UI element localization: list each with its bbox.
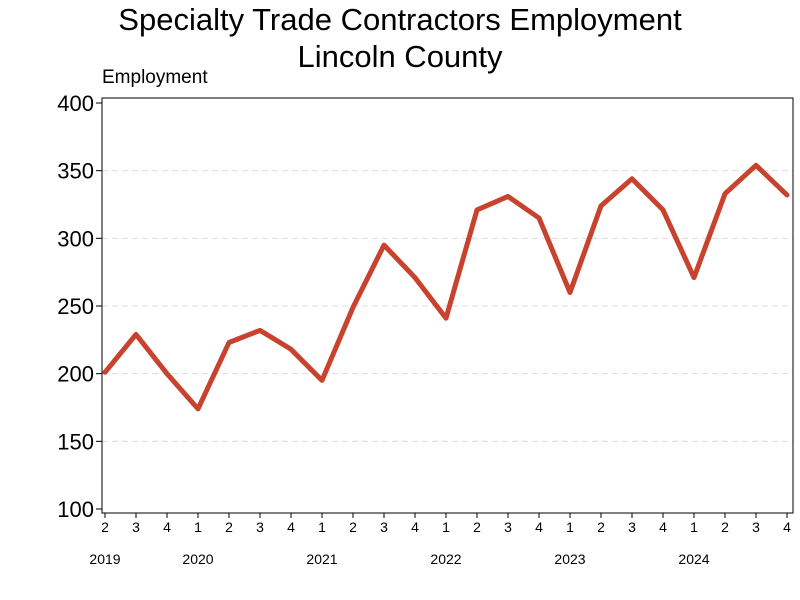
x-tick-label-quarter: 1 (442, 519, 450, 535)
y-tick-label: 150 (57, 429, 94, 454)
x-tick-label-quarter: 4 (411, 519, 419, 535)
data-point (258, 328, 262, 333)
y-tick-label: 250 (57, 294, 94, 319)
x-tick-label-quarter: 2 (721, 519, 729, 535)
chart-title: Specialty Trade Contractors Employment (118, 2, 682, 37)
x-axis: 2 3 4 1 2 3 4 1 2 3 4 1 2 3 4 1 2 3 4 1 2 3 4 2019 2020 2021 2022 2… (89, 513, 791, 567)
chart-subtitle: Lincoln County (297, 39, 503, 74)
x-tick-label-quarter: 1 (566, 519, 574, 535)
x-tick-label-quarter: 3 (628, 519, 636, 535)
data-point (537, 216, 541, 221)
x-tick-label-quarter: 3 (256, 519, 264, 535)
x-tick-label-year: 2021 (306, 551, 337, 567)
data-point (351, 305, 355, 310)
data-point (506, 194, 510, 199)
data-point (227, 340, 231, 345)
data-point (320, 378, 324, 383)
data-point (475, 207, 479, 212)
x-tick-label-quarter: 1 (318, 519, 326, 535)
x-tick-label-quarter: 2 (597, 519, 605, 535)
x-tick-label-year: 2019 (89, 551, 120, 567)
y-tick-label: 350 (57, 159, 94, 184)
y-tick-label: 400 (57, 91, 94, 116)
data-point (568, 290, 572, 295)
x-tick-label-quarter: 4 (163, 519, 171, 535)
data-point (661, 207, 665, 212)
x-tick-label-quarter: 4 (783, 519, 791, 535)
y-tick-label: 100 (57, 497, 94, 522)
data-point (599, 203, 603, 208)
x-tick-label-quarter: 1 (194, 519, 202, 535)
x-tick-label-quarter: 2 (473, 519, 481, 535)
y-axis: 100 150 200 250 300 350 400 (57, 91, 102, 522)
x-tick-label-quarter: 4 (659, 519, 667, 535)
x-tick-label-quarter: 1 (690, 519, 698, 535)
data-point (196, 406, 200, 411)
x-tick-label-quarter: 2 (349, 519, 357, 535)
data-point (382, 243, 386, 248)
data-point (134, 332, 138, 337)
x-tick-label-quarter: 4 (535, 519, 543, 535)
data-point (413, 275, 417, 280)
x-tick-label-quarter: 4 (287, 519, 295, 535)
x-tick-label-quarter: 3 (752, 519, 760, 535)
x-tick-label-year: 2024 (678, 551, 709, 567)
x-tick-label-quarter: 2 (101, 519, 109, 535)
y-axis-label: Employment (102, 67, 208, 88)
x-tick-label-year: 2020 (182, 551, 213, 567)
y-tick-label: 200 (57, 362, 94, 387)
data-point (444, 316, 448, 321)
series-group (102, 162, 790, 412)
x-tick-label-quarter: 3 (380, 519, 388, 535)
series-line (102, 162, 790, 412)
x-tick-label-quarter: 3 (504, 519, 512, 535)
data-point (754, 163, 758, 168)
data-point (289, 347, 293, 352)
data-point (692, 275, 696, 280)
x-tick-label-year: 2022 (430, 551, 461, 567)
data-point (785, 193, 789, 198)
x-tick-label-quarter: 3 (132, 519, 140, 535)
y-tick-label: 300 (57, 226, 94, 251)
x-tick-label-year: 2023 (554, 551, 585, 567)
data-point (165, 371, 169, 376)
data-point (103, 370, 107, 375)
data-point (630, 176, 634, 181)
x-tick-label-quarter: 2 (225, 519, 233, 535)
data-point (723, 191, 727, 196)
